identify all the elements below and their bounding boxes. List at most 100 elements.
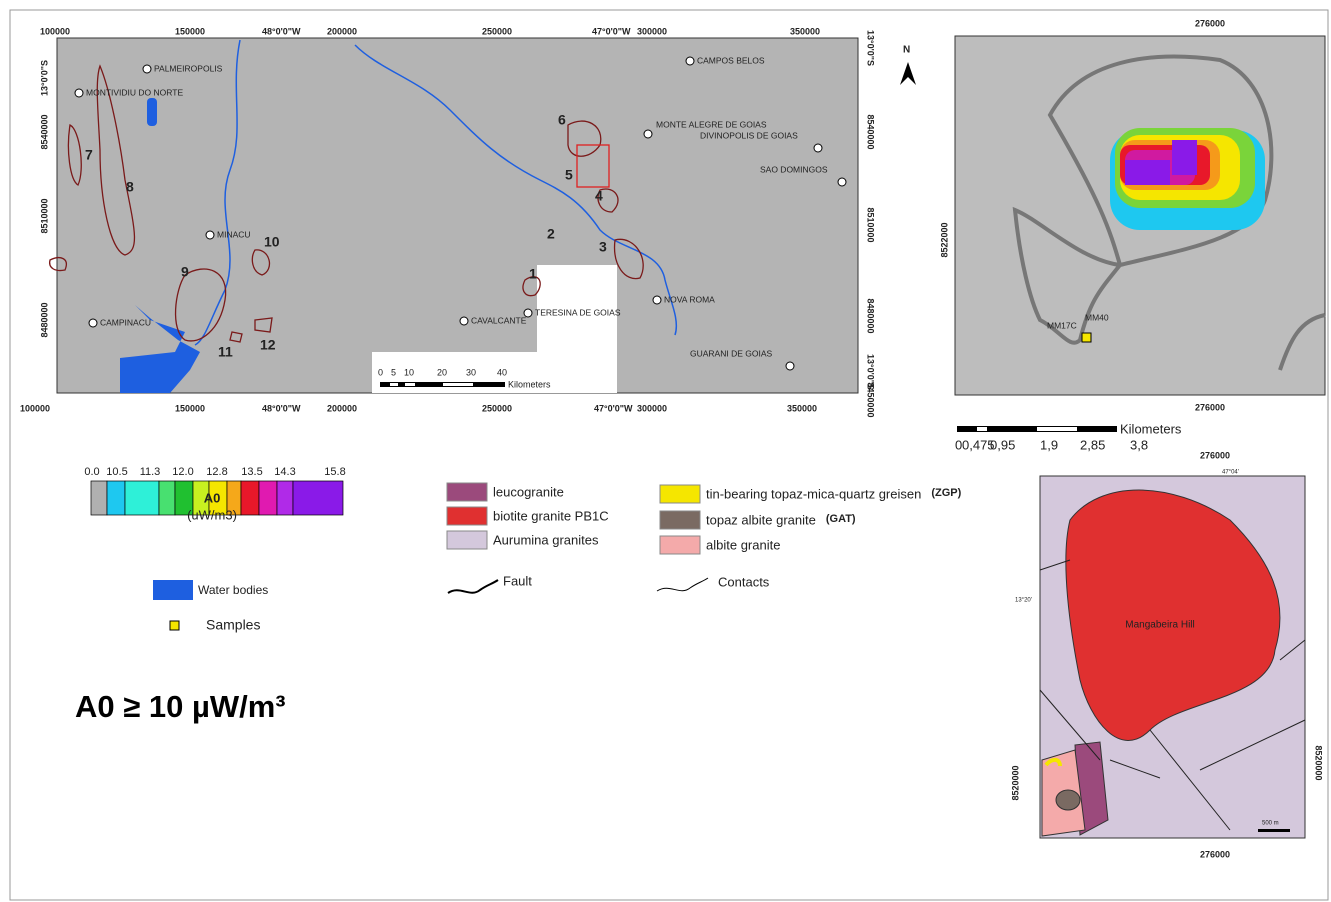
coord-label: 48°0'0"W [262, 26, 301, 36]
coord-label: 13°20' [1015, 598, 1032, 604]
unit-label: biotite granite PB1C [493, 508, 609, 523]
scale-bar [1258, 829, 1290, 832]
coord-label: 8540000 [866, 114, 876, 149]
coord-label: 300000 [637, 403, 667, 413]
unit-swatch [447, 507, 487, 525]
coord-label: 150000 [175, 26, 205, 36]
coord-label: 8522000 [939, 222, 949, 257]
scale-tick: 2,85 [1080, 437, 1105, 452]
scale-bar [390, 383, 398, 386]
unit-label: tin-bearing topaz-mica-quartz greisen [706, 486, 921, 501]
sample-label: MM40 [1085, 312, 1109, 322]
scale-tick: 10 [404, 367, 414, 377]
scale-tick: 5 [391, 367, 396, 377]
colorbar-cell [91, 481, 107, 515]
coord-label: 8450000 [866, 382, 876, 417]
area-number: 4 [595, 188, 603, 204]
colorbar-cell [125, 481, 159, 515]
place-name: CAMPOS BELOS [697, 55, 765, 65]
unit-label: Aurumina granites [493, 532, 599, 547]
place-name: MONTE ALEGRE DE GOIAS [656, 119, 767, 129]
scale-bar [443, 383, 473, 386]
scale-bar [380, 382, 505, 387]
scale-tick: 0,95 [990, 437, 1015, 452]
scale-bar [1037, 427, 1077, 431]
place-name: SAO DOMINGOS [760, 164, 828, 174]
scale-unit: Kilometers [508, 379, 551, 389]
unit-code: (GAT) [826, 513, 856, 525]
area-number: 8 [126, 179, 134, 195]
coord-label: 100000 [20, 403, 50, 413]
coord-label: 250000 [482, 403, 512, 413]
colorbar-tick: 13.5 [241, 466, 262, 478]
north-arrow [900, 62, 916, 85]
coord-label: 13°0'0"S [866, 30, 876, 66]
water-swatch [153, 580, 193, 600]
coord-label: 8480000 [39, 302, 49, 337]
hill-label: Mangabeira Hill [1125, 620, 1194, 631]
coord-label: 8520000 [1314, 745, 1324, 780]
unit-label: leucogranite [493, 484, 564, 499]
coord-label: 47°0'0"W [592, 26, 631, 36]
colorbar-cell [107, 481, 125, 515]
coord-label: 47°0'0"W [594, 403, 633, 413]
unit-swatch [660, 485, 700, 503]
colorbar-tick: 15.8 [324, 466, 345, 478]
unit-label: albite granite [706, 537, 780, 552]
coord-label: 200000 [327, 403, 357, 413]
sample-swatch [170, 621, 179, 630]
coord-label: 8480000 [866, 298, 876, 333]
coord-label: 150000 [175, 403, 205, 413]
coord-label: 48°0'0"W [262, 403, 301, 413]
area-number: 11 [218, 344, 233, 360]
scale-bar [405, 383, 415, 386]
colorbar-title: A0 [204, 490, 221, 505]
legend-label: Contacts [718, 574, 770, 589]
scale-tick: 40 [497, 367, 507, 377]
area-number: 10 [264, 234, 280, 250]
scale-tick: 1,9 [1040, 437, 1058, 452]
contact-symbol [657, 578, 708, 591]
colorbar-tick: 12.0 [172, 466, 193, 478]
scale-tick: 3,8 [1130, 437, 1148, 452]
no-data [537, 265, 617, 393]
sample-label: MM17C [1047, 320, 1077, 330]
colorbar-tick: 11.3 [140, 466, 161, 478]
unit-swatch [447, 483, 487, 501]
coord-label: 250000 [482, 26, 512, 36]
place-name: CAMPINACU [100, 317, 151, 327]
unit-swatch [660, 511, 700, 529]
area-number: 6 [558, 112, 566, 128]
inset-map [900, 36, 1325, 432]
unit-legend: leucogranite biotite granite PB1C Aurumina… [447, 483, 962, 554]
sample-marker [1082, 333, 1091, 342]
geology-map [1040, 476, 1305, 838]
place-name: MINACU [217, 229, 251, 239]
area-number: 12 [260, 337, 276, 353]
scale-tick: 30 [466, 367, 476, 377]
legend-label: Samples [206, 617, 260, 633]
coord-label: 300000 [637, 26, 667, 36]
coord-label: 47°04' [1222, 470, 1239, 476]
scale-label: 500 m [1262, 821, 1279, 827]
area-number: 5 [565, 167, 573, 183]
colorbar-unit: (uW/m3) [187, 507, 237, 522]
colorbar-cell [241, 481, 259, 515]
colorbar-cell [159, 481, 175, 515]
coord-label: 200000 [327, 26, 357, 36]
place-name: CAVALCANTE [471, 315, 527, 325]
fault-symbol [448, 580, 498, 593]
colorbar-tick: 10.5 [106, 466, 127, 478]
coord-label: 13°0'0"S [39, 60, 49, 96]
topaz-albite-granite [1056, 790, 1080, 810]
place-name: NOVA ROMA [664, 294, 715, 304]
colorbar-cell [259, 481, 277, 515]
legend-label: Water bodies [198, 583, 268, 597]
colorbar-tick: 12.8 [206, 466, 227, 478]
coord-label: 276000 [1195, 402, 1225, 412]
coord-label: 276000 [1200, 450, 1230, 460]
place-name: TERESINA DE GOIAS [535, 307, 621, 317]
heatmap [1110, 128, 1265, 230]
legend-label: Fault [503, 573, 532, 588]
colorbar-cell [277, 481, 293, 515]
